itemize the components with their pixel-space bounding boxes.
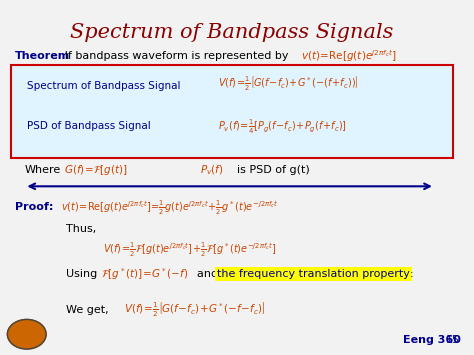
Text: Thus,: Thus, xyxy=(66,224,96,234)
Text: Theorem: Theorem xyxy=(15,51,71,61)
Text: $\mathcal{F}[g^*(t)]\!=\!G^*(-f)$: $\mathcal{F}[g^*(t)]\!=\!G^*(-f)$ xyxy=(100,267,188,282)
Text: Eeng 360: Eeng 360 xyxy=(402,334,460,344)
Text: Where: Where xyxy=(25,165,61,175)
Text: $v(t)\!=\!\mathrm{Re}[g(t)e^{j2\pi f_c t}]$: $v(t)\!=\!\mathrm{Re}[g(t)e^{j2\pi f_c t… xyxy=(301,48,397,64)
Text: $v(t)\!=\!\mathrm{Re}[g(t)e^{j2\pi f_c t}]\!=\!\frac{1}{2}g(t)e^{j2\pi f_c t}\!+: $v(t)\!=\!\mathrm{Re}[g(t)e^{j2\pi f_c t… xyxy=(61,198,279,217)
Text: Spectrum of Bandpass Signals: Spectrum of Bandpass Signals xyxy=(70,22,393,42)
Text: Proof:: Proof: xyxy=(15,202,54,212)
Text: the frequency translation property: the frequency translation property xyxy=(217,269,410,279)
Text: $V(f)\!=\!\frac{1}{2}\mathcal{F}[g(t)e^{j2\pi f_c t}]\!+\!\frac{1}{2}\mathcal{F}: $V(f)\!=\!\frac{1}{2}\mathcal{F}[g(t)e^{… xyxy=(103,241,276,259)
Text: 15: 15 xyxy=(446,334,459,344)
Text: Spectrum of Bandpass Signal: Spectrum of Bandpass Signal xyxy=(27,81,180,91)
Circle shape xyxy=(8,320,46,349)
Text: PSD of Bandpass Signal: PSD of Bandpass Signal xyxy=(27,121,151,131)
Text: $P_v(f)$: $P_v(f)$ xyxy=(200,164,223,177)
Text: :: : xyxy=(410,269,413,279)
Text: Using: Using xyxy=(66,269,104,279)
Text: is PSD of g(t): is PSD of g(t) xyxy=(229,165,310,175)
Text: We get,: We get, xyxy=(66,305,109,315)
Text: :  If bandpass waveform is represented by: : If bandpass waveform is represented by xyxy=(55,51,289,61)
Text: $P_v(f)\!=\!\frac{1}{4}\left[P_g(f\!-\!f_c)\!+\!P_g(f\!+\!f_c)\right]$: $P_v(f)\!=\!\frac{1}{4}\left[P_g(f\!-\!f… xyxy=(218,117,347,136)
Text: $G(f)\!=\!\mathcal{F}[g(t)]$: $G(f)\!=\!\mathcal{F}[g(t)]$ xyxy=(64,163,128,178)
Text: $V(f)\!=\!\frac{1}{2}\left[G(f\!-\!f_c)\!+\!G^*(-f\!-\!f_c)\right]$: $V(f)\!=\!\frac{1}{2}\left[G(f\!-\!f_c)\… xyxy=(124,300,265,319)
FancyBboxPatch shape xyxy=(10,65,453,158)
Text: $V(f)\!=\!\frac{1}{2}\left[G(f\!-\!f_c)\!+\!G^*(-(f\!+\!f_c))\right]$: $V(f)\!=\!\frac{1}{2}\left[G(f\!-\!f_c)\… xyxy=(218,75,359,93)
Text: and: and xyxy=(191,269,226,279)
